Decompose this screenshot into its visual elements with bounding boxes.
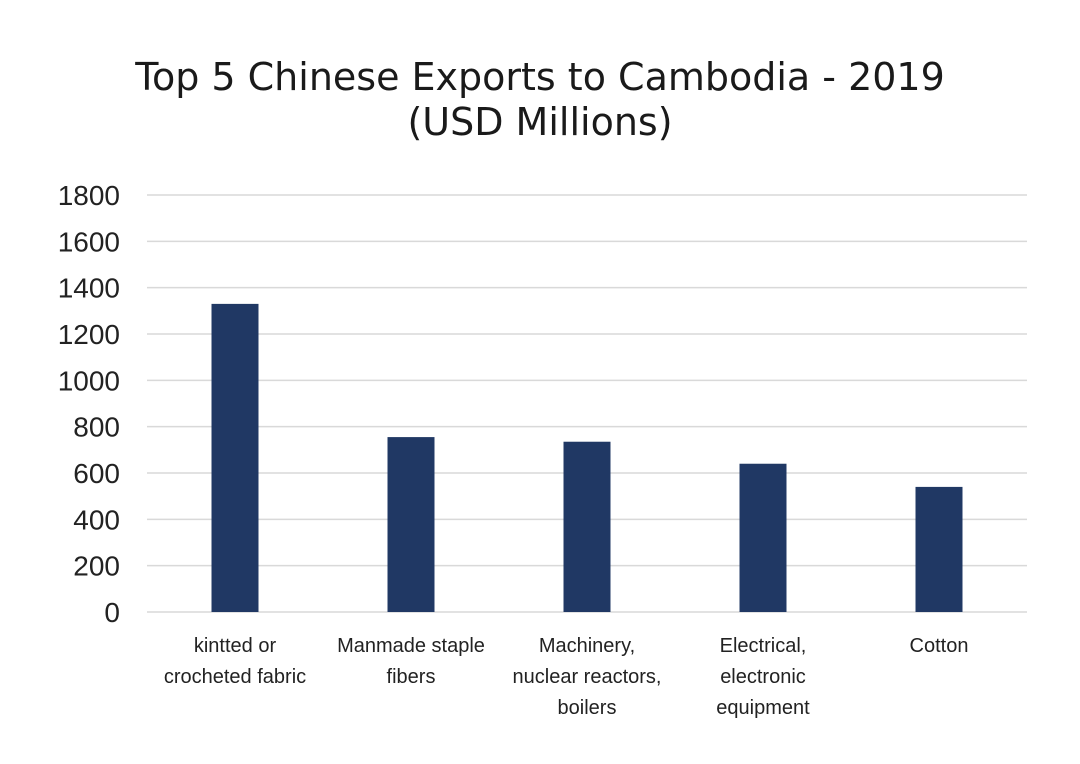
y-tick-label: 1200 [58,319,120,350]
chart-title-line: Top 5 Chinese Exports to Cambodia - 2019 [134,55,945,99]
x-tick-label: Manmade staple [337,635,485,657]
x-tick-label: Cotton [910,635,969,657]
x-tick-label: equipment [716,697,810,719]
y-tick-label: 200 [73,551,120,582]
y-axis-ticks: 0 200 400 600 800 1000 1200 1400 1600 1800 [58,180,120,628]
chart-title: Top 5 Chinese Exports to Cambodia - 2019… [134,55,945,144]
x-tick-label: crocheted fabric [164,666,306,688]
y-tick-label: 1800 [58,180,120,211]
x-tick-label: kintted or [194,635,277,657]
y-tick-label: 1600 [58,226,120,257]
y-tick-label: 600 [73,458,120,489]
x-tick-label: Machinery, [539,635,635,657]
bar [211,303,259,612]
x-axis-labels: kintted or crocheted fabric Manmade staple… [164,635,969,719]
y-tick-label: 1000 [58,365,120,396]
bar [387,437,435,612]
x-tick-label: boilers [558,697,617,719]
x-tick-label: Electrical, [720,635,807,657]
bars [211,303,963,612]
x-tick-label: fibers [387,666,436,688]
bar [563,441,611,612]
x-tick-label: nuclear reactors, [513,666,662,688]
x-tick-label: electronic [720,666,806,688]
bar [915,486,963,612]
chart-title-line: (USD Millions) [407,100,672,144]
gridlines [147,194,1027,613]
y-tick-label: 400 [73,504,120,535]
y-tick-label: 1400 [58,273,120,304]
bar [739,463,787,612]
y-tick-label: 800 [73,412,120,443]
y-tick-label: 0 [104,597,120,628]
